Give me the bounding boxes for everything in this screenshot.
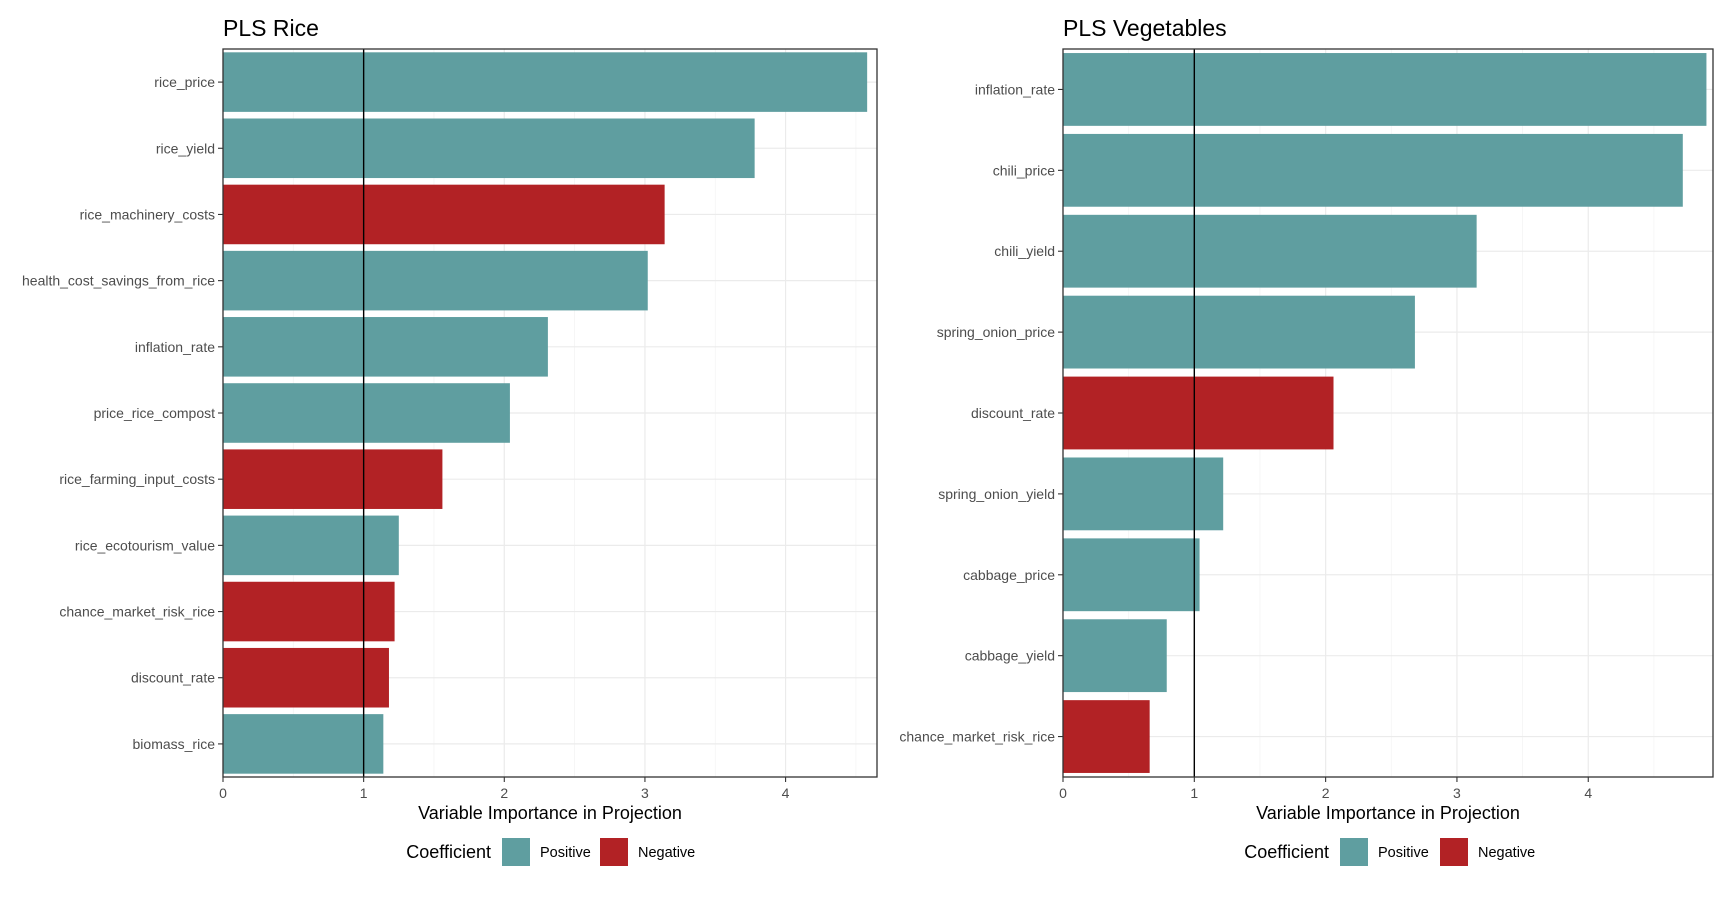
bar-discount-rate: [1063, 376, 1334, 450]
y-tick-label: health_cost_savings_from_rice: [22, 273, 215, 289]
bar-rice-machinery-costs: [223, 184, 665, 245]
y-tick-label: price_rice_compost: [94, 405, 215, 421]
legend-label-positive: Positive: [1378, 845, 1429, 861]
y-tick-label: rice_yield: [156, 140, 215, 156]
bar-spring-onion-price: [1063, 295, 1415, 369]
y-tick-label: rice_price: [154, 74, 215, 90]
y-tick-label: chili_yield: [994, 243, 1055, 259]
y-tick-label: biomass_rice: [133, 736, 216, 752]
y-tick-label: chance_market_risk_rice: [59, 604, 215, 620]
y-tick-label: spring_onion_price: [937, 324, 1056, 340]
legend-key-positive: [1340, 838, 1368, 866]
bar-rice-farming-input-costs: [223, 449, 443, 509]
x-tick-label: 1: [1190, 785, 1198, 801]
x-tick-label: 0: [219, 785, 227, 801]
y-tick-label: discount_rate: [971, 405, 1055, 421]
bar-chili-price: [1063, 133, 1683, 207]
bar-rice-yield: [223, 118, 755, 179]
legend-key-positive: [502, 838, 530, 866]
chart-title: PLS Vegetables: [1063, 15, 1227, 41]
legend-title: Coefficient: [1244, 842, 1329, 862]
x-tick-label: 0: [1059, 785, 1067, 801]
bar-inflation-rate: [223, 317, 548, 377]
bar-cabbage-yield: [1063, 619, 1167, 693]
x-tick-label: 1: [360, 785, 368, 801]
bar-rice-price: [223, 52, 868, 112]
x-tick-label: 2: [1322, 785, 1330, 801]
legend-key-negative: [600, 838, 628, 866]
x-axis-title: Variable Importance in Projection: [418, 803, 682, 823]
y-tick-label: rice_machinery_costs: [80, 206, 215, 222]
bar-discount-rate: [223, 647, 389, 708]
bar-biomass-rice: [223, 714, 384, 774]
y-tick-label: cabbage_yield: [965, 648, 1055, 664]
y-tick-label: chili_price: [993, 162, 1055, 178]
x-tick-label: 4: [782, 785, 790, 801]
y-tick-label: spring_onion_yield: [938, 486, 1055, 502]
y-tick-label: rice_farming_input_costs: [59, 471, 215, 487]
x-tick-label: 4: [1584, 785, 1592, 801]
bar-chili-yield: [1063, 214, 1477, 288]
bar-rice-ecotourism-value: [223, 515, 399, 576]
legend-label-positive: Positive: [540, 845, 591, 861]
chart-title: PLS Rice: [223, 15, 319, 41]
bar-chance-market-risk-rice: [223, 581, 395, 642]
bar-chance-market-risk-rice: [1063, 700, 1150, 773]
x-tick-label: 3: [641, 785, 649, 801]
x-tick-label: 3: [1453, 785, 1461, 801]
y-tick-label: discount_rate: [131, 670, 215, 686]
bar-spring-onion-yield: [1063, 457, 1224, 531]
x-axis-title: Variable Importance in Projection: [1256, 803, 1520, 823]
bar-cabbage-price: [1063, 538, 1200, 612]
legend-label-negative: Negative: [1478, 845, 1535, 861]
y-tick-label: rice_ecotourism_value: [75, 537, 215, 553]
y-tick-label: inflation_rate: [975, 81, 1055, 97]
legend-title: Coefficient: [406, 842, 491, 862]
y-tick-label: chance_market_risk_rice: [899, 729, 1055, 745]
y-tick-label: cabbage_price: [963, 567, 1055, 583]
y-tick-label: inflation_rate: [135, 339, 215, 355]
bar-price-rice-compost: [223, 383, 510, 443]
x-tick-label: 2: [500, 785, 508, 801]
legend-label-negative: Negative: [638, 845, 695, 861]
bar-health-cost-savings-from-rice: [223, 250, 648, 311]
bar-inflation-rate: [1063, 53, 1707, 126]
legend-key-negative: [1440, 838, 1468, 866]
